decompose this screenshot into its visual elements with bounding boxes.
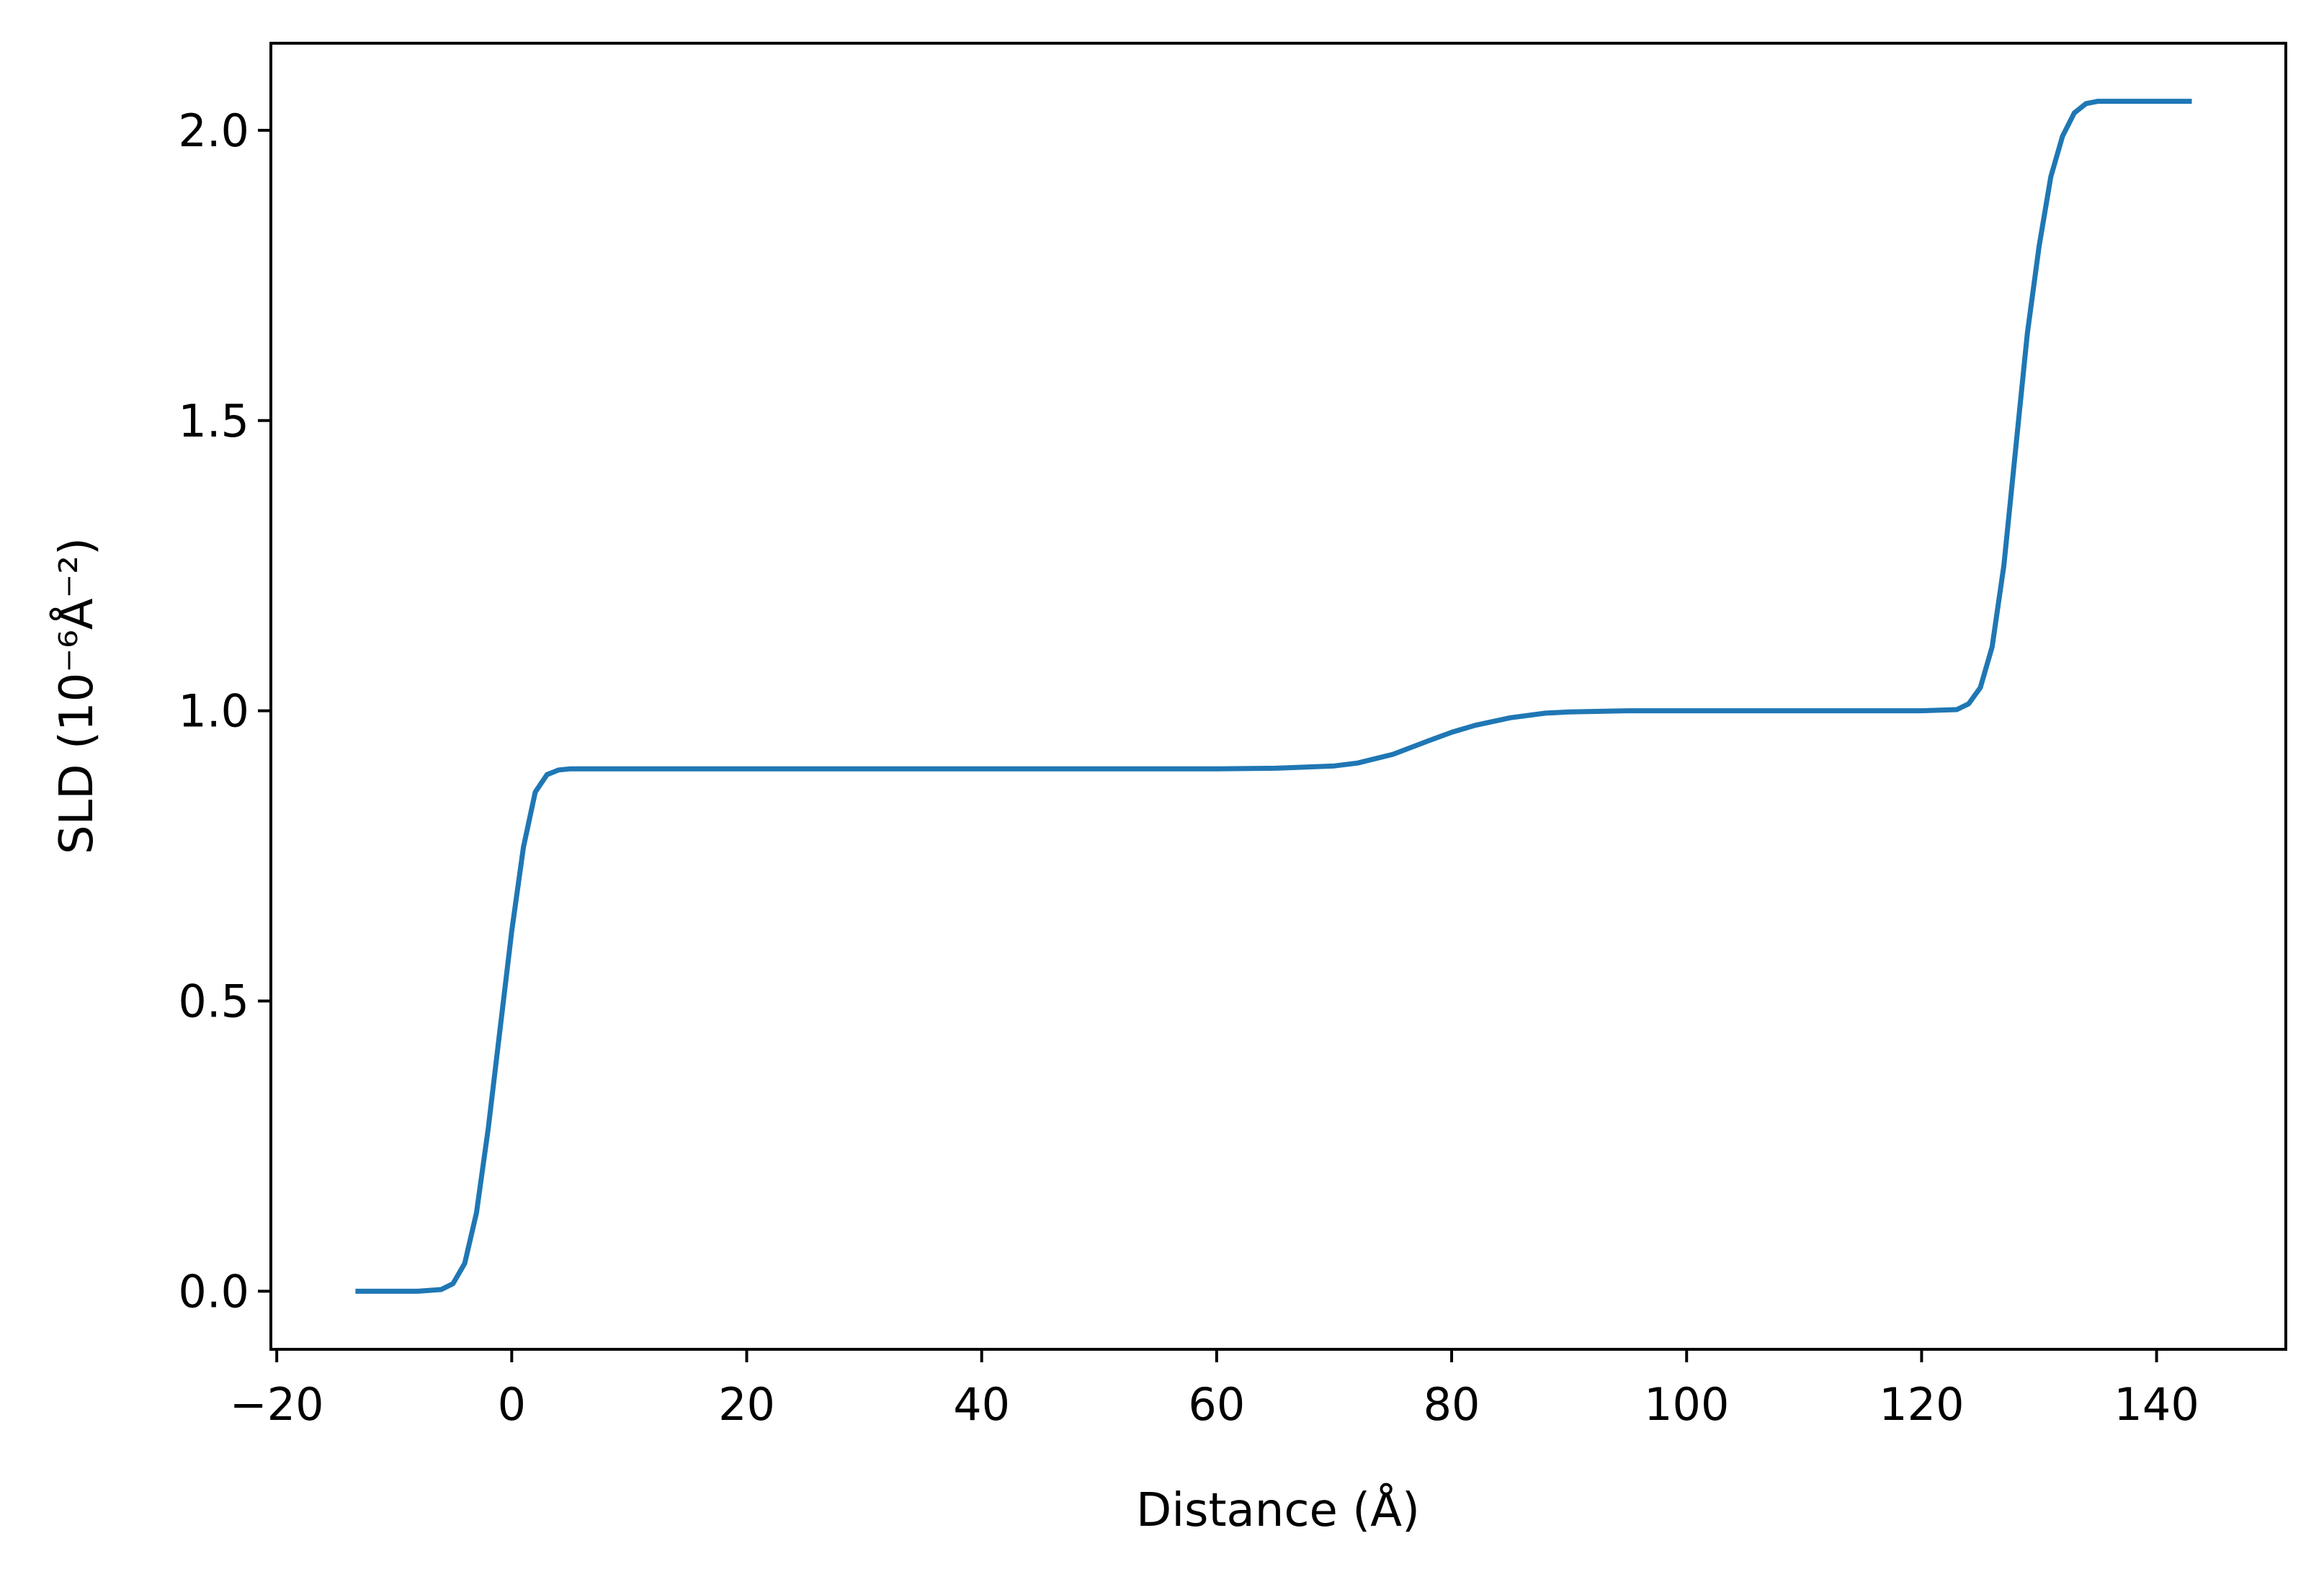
y-tick-label: 0.0	[178, 1265, 249, 1318]
series-layer	[355, 99, 2192, 1294]
x-tick-label: 80	[1424, 1378, 1480, 1431]
x-axis-ticks: −20 0 20 40 60 80 100 120 140	[230, 1349, 2199, 1431]
y-tick-label: 0.5	[178, 975, 249, 1028]
y-tick-label: 1.5	[178, 395, 249, 447]
y-axis-label: SLD (10⁻⁶Å⁻²)	[49, 537, 104, 854]
y-axis-ticks: 0.0 0.5 1.0 1.5 2.0	[178, 104, 271, 1318]
x-tick-label: 40	[953, 1378, 1010, 1431]
x-tick-label: −20	[230, 1378, 324, 1431]
x-tick-label: 60	[1188, 1378, 1245, 1431]
y-tick-label: 1.0	[178, 685, 249, 738]
x-tick-label: 140	[2114, 1378, 2199, 1431]
plot-frame	[269, 42, 2287, 1351]
y-tick-label: 2.0	[178, 104, 249, 157]
x-tick-label: 0	[498, 1378, 526, 1431]
x-axis-label: Distance (Å)	[1136, 1483, 1420, 1537]
x-tick-label: 20	[718, 1378, 775, 1431]
plot-area	[271, 43, 2286, 1349]
sld-series-line	[355, 99, 2192, 1294]
x-tick-label: 100	[1644, 1378, 1729, 1431]
x-tick-label: 120	[1879, 1378, 1964, 1431]
